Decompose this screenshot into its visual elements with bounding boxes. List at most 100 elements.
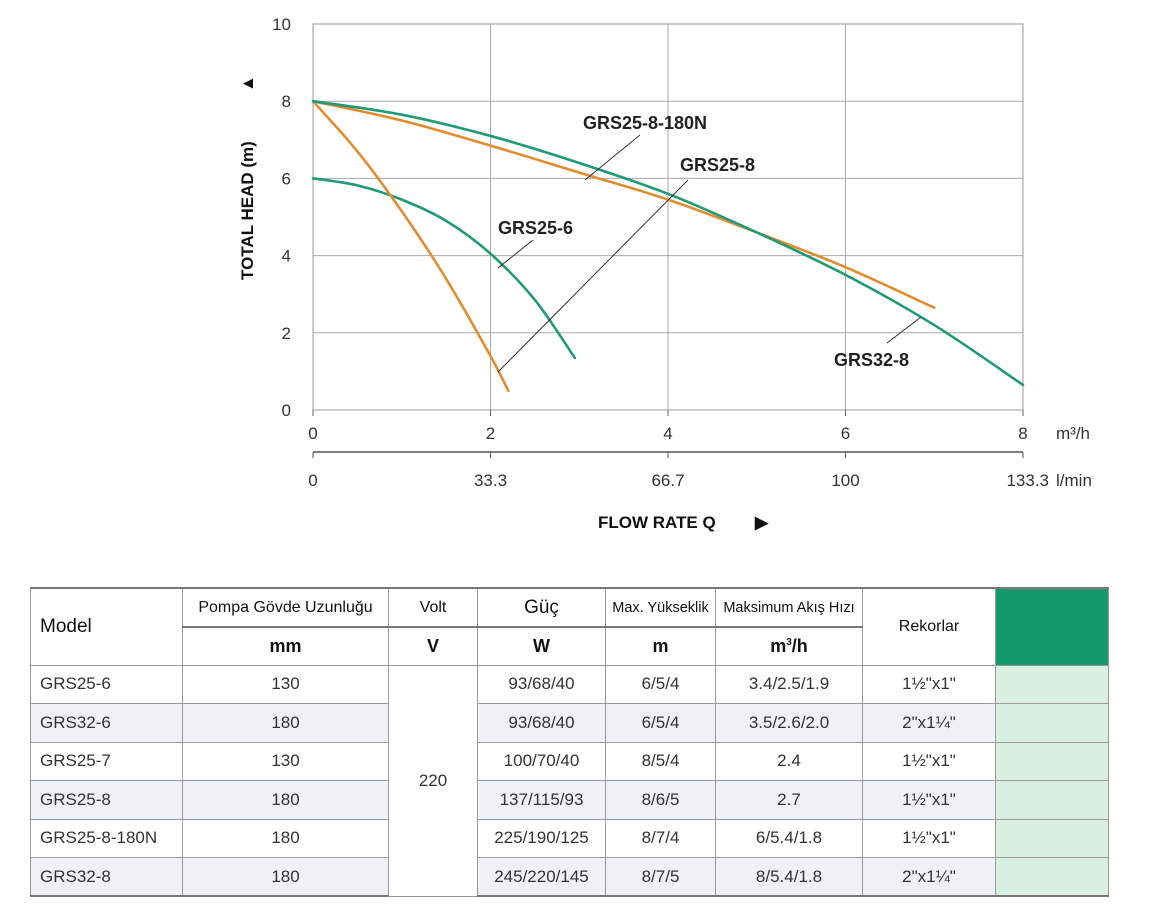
y-tick-label: 0 — [282, 401, 291, 420]
series-line-grs25-8 — [311, 99, 510, 392]
col-model: Model — [30, 587, 183, 666]
x-tick-label-lmin: 0 — [308, 471, 317, 490]
cell-length: 130 — [182, 741, 389, 781]
series-label-grs32-8: GRS32-8 — [834, 350, 909, 370]
cell-power: 245/220/145 — [477, 857, 606, 897]
table-row: GRS25-7 130 100/70/40 8/5/4 2.4 1½"x1" — [30, 741, 1109, 781]
x-tick-label-lmin: 33.3 — [474, 471, 507, 490]
table-row: GRS25-8 180 137/115/93 8/6/5 2.7 1½"x1" — [30, 780, 1109, 820]
cell-fitting: 2"x1¼" — [862, 703, 996, 743]
cell-length: 180 — [182, 818, 389, 858]
col-power: Güç — [477, 587, 606, 628]
cell-max-flow: 2.7 — [715, 780, 863, 820]
cell-max-flow: 8/5.4/1.8 — [715, 857, 863, 897]
cell-power: 93/68/40 — [477, 703, 606, 743]
chart-axes — [312, 410, 1024, 458]
x-axis-arrow: ▶ — [754, 513, 769, 532]
x-tick-label-m3h: 4 — [663, 424, 672, 443]
row-color-swatch — [995, 741, 1109, 781]
cell-power: 93/68/40 — [477, 664, 606, 704]
x-unit-lmin: l/min — [1056, 471, 1092, 490]
cell-fitting: 1½"x1" — [862, 780, 996, 820]
row-color-swatch — [995, 818, 1109, 858]
series-line-grs32-8 — [311, 99, 1025, 387]
series-lines — [311, 99, 1025, 392]
cell-fitting: 2"x1¼" — [862, 857, 996, 897]
unit-volt: V — [388, 626, 478, 666]
cell-max-head: 6/5/4 — [605, 703, 716, 743]
leader-grs25-6 — [497, 239, 534, 269]
col-fittings: Rekorlar — [862, 587, 996, 666]
cell-model: GRS25-8-180N — [30, 818, 183, 858]
series-label-grs25-6: GRS25-6 — [498, 218, 573, 238]
unit-power: W — [477, 626, 606, 666]
cell-max-flow: 6/5.4/1.8 — [715, 818, 863, 858]
cell-length: 180 — [182, 703, 389, 743]
col-max-flow: Maksimum Akış Hızı — [715, 587, 863, 628]
cell-model: GRS32-8 — [30, 857, 183, 897]
cell-max-head: 8/6/5 — [605, 780, 716, 820]
col-max-head: Max. Yükseklik — [605, 587, 716, 628]
row-color-swatch — [995, 780, 1109, 820]
leader-grs32-8 — [886, 316, 922, 344]
y-tick-label: 4 — [282, 247, 291, 266]
col-length: Pompa Gövde Uzunluğu — [182, 587, 389, 628]
series-label-grs25-8-180n: GRS25-8-180N — [583, 113, 707, 133]
x-tick-label-lmin: 100 — [831, 471, 859, 490]
cell-max-flow: 3.5/2.6/2.0 — [715, 703, 863, 743]
y-tick-label: 2 — [282, 324, 291, 343]
unit-max-head: m — [605, 626, 716, 666]
x-tick-label-m3h: 8 — [1018, 424, 1027, 443]
row-color-swatch — [995, 857, 1109, 897]
cell-model: GRS25-8 — [30, 780, 183, 820]
cell-length: 180 — [182, 780, 389, 820]
cell-max-head: 8/7/5 — [605, 857, 716, 897]
cell-volt: 220 — [388, 664, 478, 897]
series-line-grs25-8-180n — [311, 99, 936, 310]
x-unit-m3h: m³/h — [1056, 424, 1090, 443]
unit-max-flow: m3/h — [715, 626, 863, 666]
cell-fitting: 1½"x1" — [862, 741, 996, 781]
table-row: GRS32-6 180 93/68/40 6/5/4 3.5/2.6/2.0 2"x1¼" — [30, 703, 1109, 743]
series-labels: GRS25-6 GRS25-8 GRS25-8-180N GRS32-8 — [498, 113, 909, 370]
cell-model: GRS25-6 — [30, 664, 183, 704]
cell-length: 180 — [182, 857, 389, 897]
table-row: GRS32-8 180 245/220/145 8/7/5 8/5.4/1.8 2"x1¼… — [30, 857, 1109, 897]
leader-grs25-8 — [497, 179, 689, 373]
cell-max-head: 8/7/4 — [605, 818, 716, 858]
y-tick-label: 10 — [272, 15, 291, 34]
cell-power: 100/70/40 — [477, 741, 606, 781]
cell-max-head: 6/5/4 — [605, 664, 716, 704]
series-line-grs25-6 — [311, 177, 577, 360]
y-axis-arrow: ▲ — [238, 75, 257, 92]
cell-power: 137/115/93 — [477, 780, 606, 820]
col-volt: Volt — [388, 587, 478, 628]
table-row: GRS25-8-180N 180 225/190/125 8/7/4 6/5.4/1.8… — [30, 818, 1109, 858]
cell-max-head: 8/5/4 — [605, 741, 716, 781]
cell-max-flow: 2.4 — [715, 741, 863, 781]
x-tick-label-m3h: 6 — [841, 424, 850, 443]
x-axis-title: FLOW RATE Q — [598, 513, 716, 532]
cell-model: GRS25-7 — [30, 741, 183, 781]
spec-table: Model Pompa Gövde Uzunluğu Volt Güç Max.… — [30, 587, 1109, 897]
y-axis-title: TOTAL HEAD (m) — [238, 141, 257, 280]
table-row: GRS25-6 130 220 93/68/40 6/5/4 3.4/2.5/1.9 1½"… — [30, 664, 1109, 897]
label-leaders — [497, 134, 922, 373]
x-tick-label-m3h: 2 — [486, 424, 495, 443]
x-tick-label-lmin: 133.3 — [1006, 471, 1049, 490]
cell-max-flow: 3.4/2.5/1.9 — [715, 664, 863, 704]
series-label-grs25-8: GRS25-8 — [680, 155, 755, 175]
cell-fitting: 1½"x1" — [862, 664, 996, 704]
row-color-swatch — [995, 703, 1109, 743]
y-tick-label: 8 — [282, 92, 291, 111]
x-tick-label-lmin: 66.7 — [651, 471, 684, 490]
cell-fitting: 1½"x1" — [862, 818, 996, 858]
chart-grid — [312, 23, 1024, 411]
leader-grs25-8-180n — [584, 134, 641, 181]
y-tick-label: 6 — [282, 169, 291, 188]
x-tick-label-m3h: 0 — [308, 424, 317, 443]
unit-length: mm — [182, 626, 389, 666]
row-color-swatch — [995, 664, 1109, 704]
